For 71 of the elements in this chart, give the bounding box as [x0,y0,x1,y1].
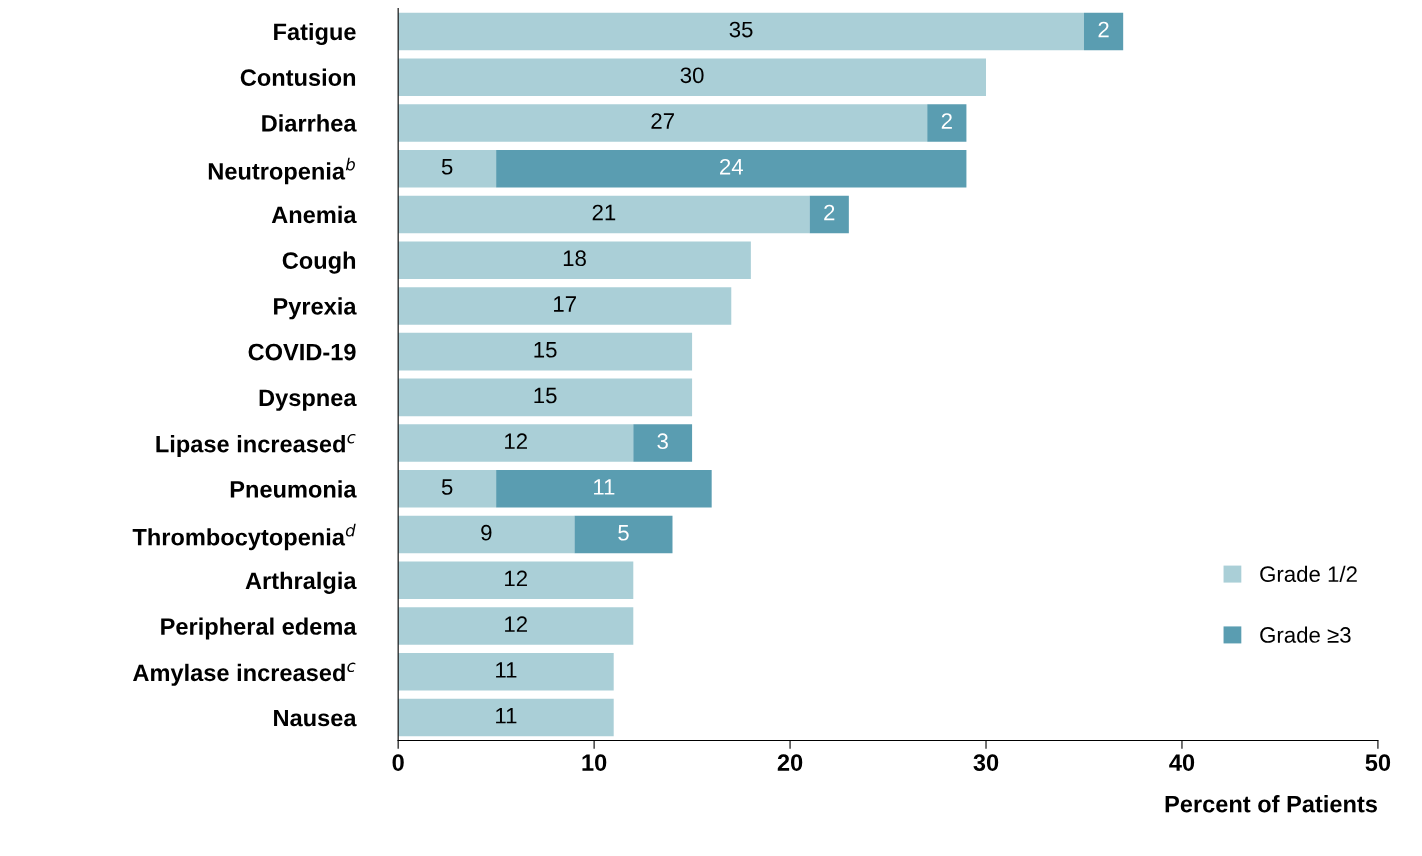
data-label: 24 [720,158,743,175]
y-tick-label: Diarrhea [262,114,357,132]
x-tick-label: 20 [777,754,803,771]
data-label: 3 [657,433,668,450]
bar [398,241,751,279]
data-label: 21 [592,204,616,221]
data-label: 17 [554,296,576,312]
data-label: 2 [824,204,835,221]
y-tick-label: Amylase increased$^{c}$ [133,662,356,686]
y-tick-label: Pyrexia [274,297,357,320]
y-tick-label: Anemia [271,205,357,224]
data-label: 15 [534,342,557,358]
y-tick-label: COVID-19 [248,343,356,361]
bar [398,104,928,142]
data-label: 15 [534,387,557,404]
legend-label: Grade 1/2 [1260,565,1357,583]
y-tick-label: Cough [282,251,356,274]
data-label: 2 [1098,21,1109,38]
data-label: 27 [651,113,674,129]
data-label: 5 [441,159,453,175]
y-tick-label: Pneumonia [230,480,357,498]
bar [398,698,614,737]
data-label: 2 [941,113,952,129]
x-tick-label: 50 [1365,754,1391,771]
legend-label: Grade ≥3 [1260,626,1351,643]
bar [398,561,634,600]
bar [927,104,967,142]
bar [633,424,693,462]
x-tick-label: 0 [392,754,404,771]
y-tick-label: Peripheral edema [161,617,357,640]
y-tick-label: Contusion [240,68,356,86]
data-label: 11 [496,708,517,724]
data-label: 12 [505,570,527,587]
y-tick-label: Neutropenia$^{b}$ [208,157,355,185]
bar [496,470,712,508]
y-tick-label: Arthralgia [245,571,357,594]
x-axis-title: Percent of Patients [1165,795,1377,813]
data-label: 12 [505,433,527,449]
bar [574,515,673,554]
bar [398,195,810,234]
bar [809,195,849,234]
y-tick-label: Nausea [274,709,357,727]
y-tick-label: Fatigue [274,22,356,45]
data-label: 18 [563,250,586,267]
bar [398,378,693,417]
y-tick-label: Dyspnea [259,389,357,411]
data-label: 35 [729,21,753,38]
bar [398,607,634,645]
bar [398,515,575,554]
x-tick-label: 30 [973,754,999,772]
data-label: 11 [594,479,615,495]
bar [496,149,967,188]
data-label: 9 [481,524,492,541]
data-label: 5 [618,525,629,541]
bar [398,12,1084,51]
data-label: 30 [680,67,704,84]
data-label: 12 [505,616,527,632]
bar [398,287,732,325]
bar [398,424,634,462]
bar [1083,12,1124,51]
bar [398,149,497,188]
data-label: 5 [441,479,453,495]
bar [398,58,987,96]
x-tick-label: 40 [1169,754,1195,771]
bar [398,470,497,508]
bar [398,653,614,691]
y-tick-label: Thrombocytopenia$^{d}$ [132,523,356,551]
data-label: 11 [496,662,517,678]
x-tick-label: 10 [582,754,607,771]
y-tick-label: Lipase increased$^{c}$ [156,433,356,458]
bar [398,332,693,371]
